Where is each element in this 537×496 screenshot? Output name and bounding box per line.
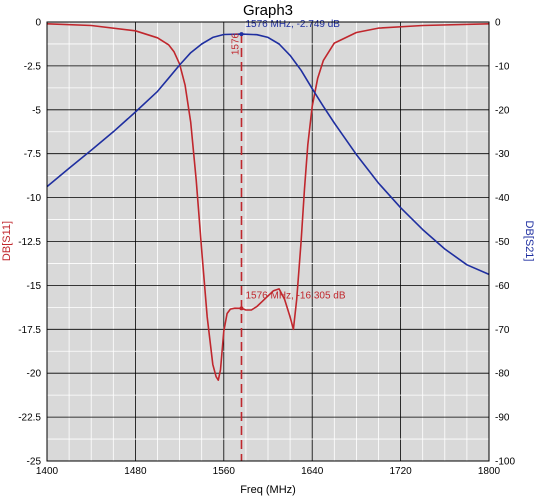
y-tick-label-right: -100 [495,457,515,468]
x-tick-label: 1640 [301,466,324,477]
y-tick-label-left: 0 [35,18,41,29]
marker-label: 1576 [230,32,241,55]
series-line-s11 [46,23,490,382]
marker-group: 1576 1576 MHz, -2.749 dB 1576 MHz, -16.305… [230,19,346,461]
tick-labels: 1400 1480 1560 1640 1720 1800 0 -2.5 -5 -7.5 -10 -1… [18,18,515,478]
x-tick-label: 1560 [213,466,236,477]
y-tick-label-right: 0 [495,18,501,29]
x-tick-label: 1480 [124,466,147,477]
y-tick-label-left: -25 [27,457,42,468]
x-tick-label: 1400 [36,466,59,477]
plot-frame [46,21,490,462]
y-tick-label-left: -2.5 [24,61,42,72]
y-axis-label-left: DB[S11] [1,221,13,261]
y-tick-label-right: -40 [495,193,510,204]
y-axis-label-right: DB[S21] [523,221,535,262]
y-tick-label-right: -20 [495,105,510,116]
y-tick-label-right: -70 [495,325,510,336]
y-tick-label-left: -10 [27,193,42,204]
x-tick-label: 1720 [389,466,412,477]
y-tick-label-left: -15 [27,281,42,292]
y-tick-label-left: -17.5 [18,325,41,336]
y-tick-label-right: -90 [495,413,510,424]
x-tick-label: 1800 [478,466,501,477]
y-tick-label-left: -5 [32,105,41,116]
series-line-s21 [46,33,490,276]
y-tick-label-left: -7.5 [24,149,42,160]
y-tick-label-left: -12.5 [18,237,41,248]
y-tick-label-right: -30 [495,149,510,160]
annotation-s21: 1576 MHz, -2.749 dB [245,19,340,30]
chart-title: Graph3 [243,2,293,19]
grid [47,22,489,461]
x-axis-label: Freq (MHz) [240,484,296,496]
series-group [46,23,490,382]
annotation-s11: 1576 MHz, -16.305 dB [245,290,345,301]
marker-point-s11 [239,306,244,311]
y-tick-label-right: -80 [495,369,510,380]
y-tick-label-right: -10 [495,61,510,72]
y-tick-label-right: -60 [495,281,510,292]
y-tick-label-right: -50 [495,237,510,248]
y-tick-label-left: -22.5 [18,413,41,424]
y-tick-label-left: -20 [27,369,42,380]
marker-point-s21 [239,32,244,37]
